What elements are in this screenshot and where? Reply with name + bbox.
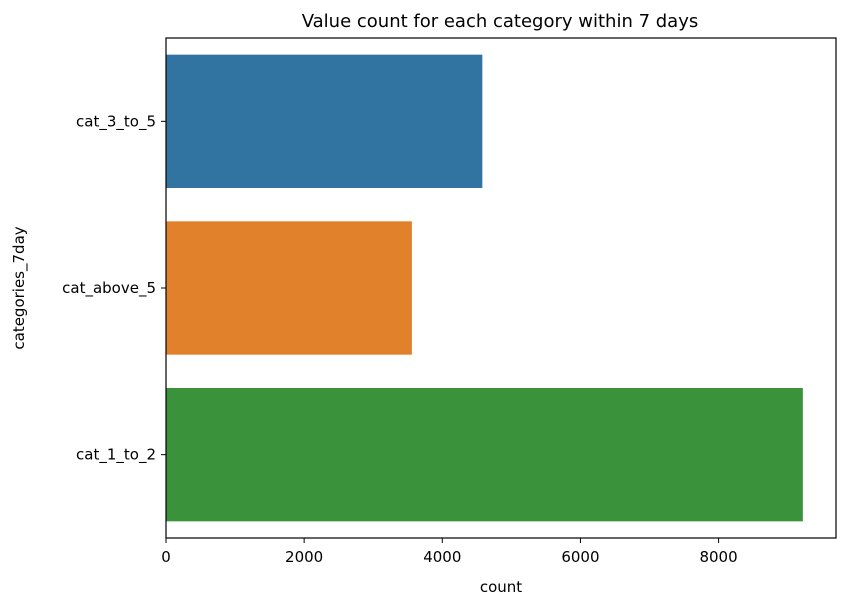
y-axis-label: categories_7day bbox=[10, 226, 29, 349]
x-tick-label: 8000 bbox=[699, 548, 737, 566]
x-tick-label: 4000 bbox=[423, 548, 461, 566]
plot-area: cat_3_to_5 cat_above_5 cat_1_to_2 0 2000 4000… bbox=[62, 54, 803, 566]
x-axis-label: count bbox=[480, 578, 522, 596]
y-tick-label: cat_1_to_2 bbox=[76, 446, 156, 465]
y-tick-label: cat_above_5 bbox=[62, 279, 156, 298]
x-tick-label: 6000 bbox=[561, 548, 599, 566]
bar-cat_above_5 bbox=[166, 221, 412, 355]
y-tick-label: cat_3_to_5 bbox=[76, 112, 156, 131]
bar-cat_3_to_5 bbox=[166, 54, 483, 188]
x-tick-label: 2000 bbox=[285, 548, 323, 566]
plot-frame bbox=[165, 37, 837, 539]
x-tick-label: 0 bbox=[161, 548, 171, 566]
bar-cat_1_to_2 bbox=[166, 388, 803, 522]
chart-title: Value count for each category within 7 d… bbox=[302, 11, 699, 32]
